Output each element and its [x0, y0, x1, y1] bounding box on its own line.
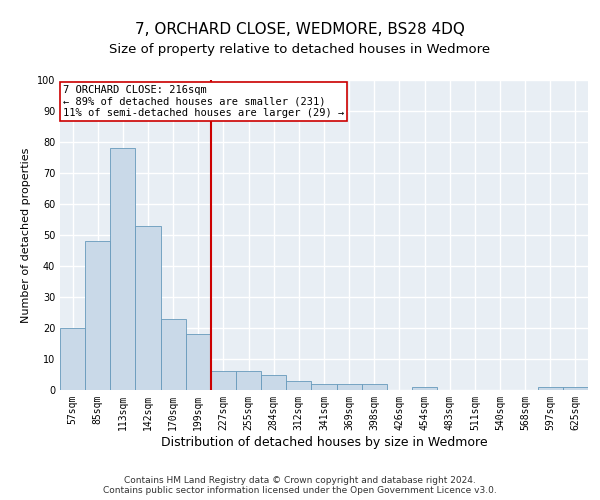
Bar [362, 384, 387, 390]
Bar [211, 372, 236, 390]
Bar [412, 387, 437, 390]
Text: 7 ORCHARD CLOSE: 216sqm
← 89% of detached houses are smaller (231)
11% of semi-d: 7 ORCHARD CLOSE: 216sqm ← 89% of detache… [62, 84, 344, 118]
Bar [85, 241, 110, 390]
Bar [337, 384, 362, 390]
Text: 7, ORCHARD CLOSE, WEDMORE, BS28 4DQ: 7, ORCHARD CLOSE, WEDMORE, BS28 4DQ [135, 22, 465, 38]
X-axis label: Distribution of detached houses by size in Wedmore: Distribution of detached houses by size … [161, 436, 487, 448]
Bar [236, 372, 261, 390]
Bar [60, 328, 85, 390]
Bar [110, 148, 136, 390]
Bar [136, 226, 161, 390]
Bar [161, 318, 186, 390]
Bar [563, 387, 588, 390]
Text: Contains HM Land Registry data © Crown copyright and database right 2024.
Contai: Contains HM Land Registry data © Crown c… [103, 476, 497, 495]
Bar [311, 384, 337, 390]
Bar [261, 374, 286, 390]
Bar [186, 334, 211, 390]
Y-axis label: Number of detached properties: Number of detached properties [21, 148, 31, 322]
Bar [538, 387, 563, 390]
Bar [286, 380, 311, 390]
Text: Size of property relative to detached houses in Wedmore: Size of property relative to detached ho… [109, 42, 491, 56]
